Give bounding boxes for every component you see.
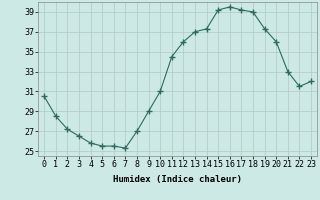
X-axis label: Humidex (Indice chaleur): Humidex (Indice chaleur): [113, 175, 242, 184]
